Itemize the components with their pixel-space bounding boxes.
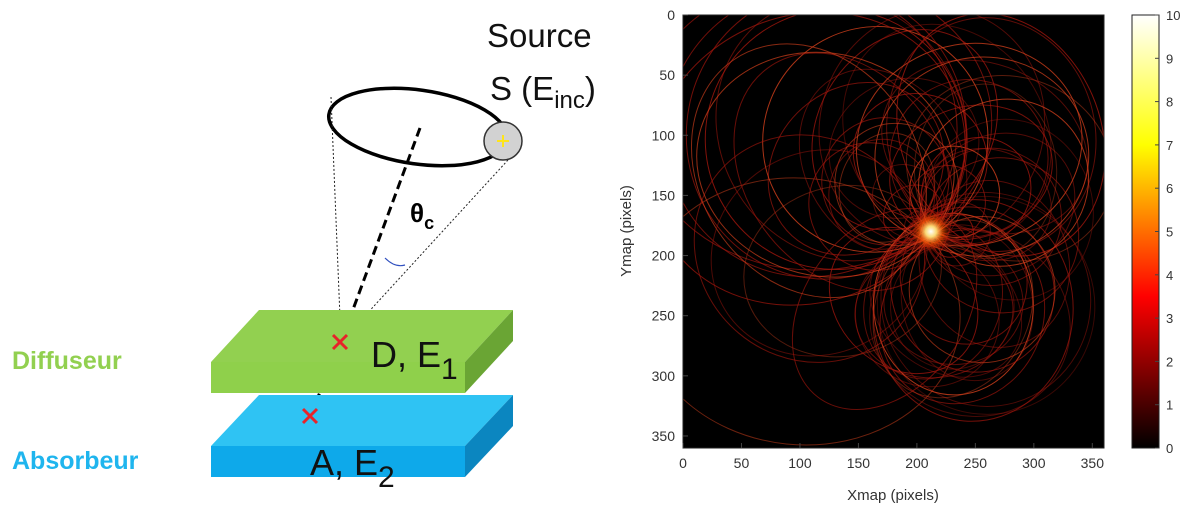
x-axis-label: Xmap (pixels) <box>847 487 939 504</box>
backprojection-ring <box>818 15 1046 246</box>
x-tick-label: 250 <box>964 455 988 471</box>
y-tick-label: 350 <box>652 428 676 444</box>
compton-diagram: Source S (Einc) θc D, E1 <box>12 17 596 494</box>
y-tick-label: 0 <box>667 7 675 23</box>
y-tick-label: 100 <box>652 127 676 143</box>
y-axis-ticks: 0 50 100 150 200 250 300 350 <box>652 7 688 444</box>
source-point-icon <box>497 135 509 147</box>
backprojection-ring <box>890 244 1015 370</box>
backprojection-ring <box>690 43 927 299</box>
backprojection-ring <box>838 132 936 243</box>
y-axis-label: Ymap (pixels) <box>618 185 635 277</box>
backprojection-ring <box>908 165 986 241</box>
colorbar-tick-label: 2 <box>1166 354 1173 369</box>
y-tick-label: 150 <box>652 187 676 203</box>
y-tick-label: 300 <box>652 368 676 384</box>
absorber-interaction-marker <box>301 407 319 425</box>
colorbar-tick-label: 10 <box>1166 8 1180 23</box>
backprojection-ring <box>828 138 936 250</box>
backprojection-ring <box>834 122 959 247</box>
y-tick-label: 250 <box>652 308 676 324</box>
absorber-plate-label: A, E2 <box>310 442 395 494</box>
colorbar-tick-label: 6 <box>1166 181 1173 196</box>
backprojection-ring <box>880 191 1092 407</box>
diffuser-label: Diffuseur <box>12 347 122 375</box>
source-label: Source <box>487 17 592 54</box>
backprojection-ring <box>922 157 1080 314</box>
backprojection-ring <box>791 207 978 411</box>
x-tick-label: 350 <box>1081 455 1105 471</box>
colorbar-tick-label: 0 <box>1166 441 1173 456</box>
backprojection-ring <box>852 93 988 220</box>
backprojection-ring <box>869 227 1071 418</box>
backprojection-ring <box>696 51 955 278</box>
backprojection-ring <box>879 229 1046 405</box>
cone-angle-arc <box>384 257 406 267</box>
colorbar-ticks: 0 1 2 3 4 5 6 7 8 9 10 <box>1155 8 1180 456</box>
y-tick-label: 200 <box>652 248 676 264</box>
backprojection-ring <box>913 83 1058 260</box>
backprojection-rings <box>683 15 1104 446</box>
backprojection-ring <box>889 79 1049 238</box>
x-axis-ticks: 0 50 100 150 200 250 300 350 <box>679 443 1104 471</box>
hotspot-peak <box>908 209 953 254</box>
cone-ellipse <box>326 86 510 168</box>
backprojection-ring <box>683 15 966 306</box>
backprojection-ring <box>886 17 1097 252</box>
backprojection-ring <box>733 52 954 292</box>
y-tick-label: 50 <box>659 67 675 83</box>
heatmap-plot: 0 50 100 150 200 250 300 350 050100150200250300… <box>618 7 1180 504</box>
backprojection-ring <box>762 26 989 253</box>
backprojection-ring <box>919 148 1052 262</box>
heatmap-frame <box>682 14 1105 449</box>
colorbar-tick-label: 4 <box>1166 268 1173 283</box>
x-tick-label: 200 <box>905 455 929 471</box>
diffuser-plate-label: D, E1 <box>371 334 458 386</box>
colorbar-tick-label: 3 <box>1166 311 1173 326</box>
backprojection-ring <box>872 219 1034 399</box>
source-energy-label: S (Einc) <box>490 70 596 114</box>
backprojection-ring <box>828 77 980 219</box>
backprojection-ring <box>908 216 1056 364</box>
x-tick-label: 300 <box>1022 455 1046 471</box>
x-tick-label: 150 <box>847 455 871 471</box>
diffuser-plate: D, E1 <box>211 310 513 393</box>
absorber-label: Absorbeur <box>12 447 139 475</box>
colorbar <box>1131 14 1160 449</box>
colorbar-tick-label: 5 <box>1166 225 1173 240</box>
backprojection-ring <box>855 42 1083 247</box>
x-tick-label: 50 <box>734 455 750 471</box>
backprojection-ring <box>854 245 1000 388</box>
theta-label: θc <box>410 198 434 233</box>
colorbar-tick-label: 1 <box>1166 398 1173 413</box>
backprojection-ring <box>821 117 950 246</box>
cone-edge-left <box>330 96 342 343</box>
x-tick-label: 100 <box>788 455 812 471</box>
diffuser-interaction-marker <box>331 333 349 351</box>
backprojection-ring <box>874 56 1090 257</box>
backprojection-ring <box>683 15 958 278</box>
backprojection-ring <box>828 226 979 375</box>
colorbar-tick-label: 7 <box>1166 138 1173 153</box>
backprojection-ring <box>710 149 928 357</box>
colorbar-tick-label: 8 <box>1166 95 1173 110</box>
cone-axis <box>339 127 422 343</box>
backprojection-ring <box>918 180 1071 348</box>
absorber-plate: A, E2 <box>211 395 513 494</box>
x-tick-label: 0 <box>679 455 687 471</box>
backprojection-ring <box>889 104 1053 241</box>
backprojection-ring <box>683 15 993 271</box>
colorbar-tick-label: 9 <box>1166 51 1173 66</box>
